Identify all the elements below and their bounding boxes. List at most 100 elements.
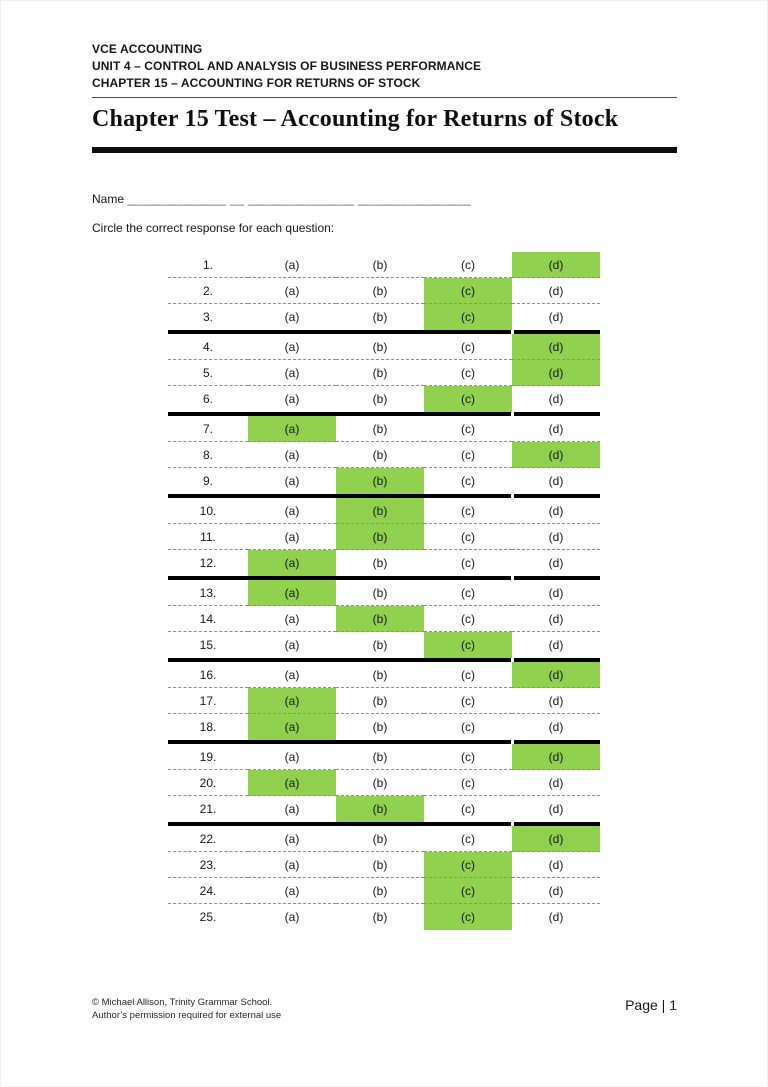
option-cell-a: (a)	[248, 278, 336, 304]
question-number: 12.	[199, 555, 217, 570]
header-line-unit: UNIT 4 – CONTROL AND ANALYSIS OF BUSINES…	[92, 59, 482, 73]
option-cell-b: (b)	[336, 688, 424, 714]
option-cell-b: (b)	[372, 555, 388, 570]
option-cell-d: (d)	[512, 524, 600, 550]
option-cell-a: (a)	[284, 473, 300, 488]
option-cell-b: (b)	[372, 391, 388, 406]
name-label: Name	[92, 192, 125, 206]
table-row: 17. (a) (b) (c) (d)	[168, 688, 600, 714]
question-number: 19.	[168, 744, 248, 770]
option-cell-b: (b)	[336, 826, 424, 852]
question-number: 22.	[168, 826, 248, 852]
question-number: 16.	[168, 662, 248, 688]
header-line-subject: VCE ACCOUNTING	[92, 42, 203, 56]
question-number: 2.	[168, 278, 248, 304]
table-row: 16. (a) (b) (c) (d)	[168, 662, 600, 688]
option-cell-b: (b)	[336, 878, 424, 904]
question-number: 8.	[168, 442, 248, 468]
option-cell-d: (d)	[512, 852, 600, 878]
option-cell-c: (c)	[424, 580, 512, 606]
option-cell-a: (a)	[248, 498, 336, 524]
option-cell-b-highlighted: (b)	[336, 468, 424, 494]
option-cell-c: (c)	[424, 360, 512, 386]
option-cell-d-highlighted: (d)	[512, 826, 600, 852]
table-row: 2. (a) (b) (c) (d)	[168, 278, 600, 304]
option-cell-c: (c)	[424, 770, 512, 796]
option-cell-c-highlighted: (c)	[424, 278, 512, 304]
option-cell-d: (d)	[548, 391, 564, 406]
table-row: 20. (a) (b) (c) (d)	[168, 770, 600, 796]
option-cell-a: (a)	[248, 360, 336, 386]
option-cell-a-highlighted: (a)	[248, 416, 336, 442]
option-cell-b: (b)	[372, 909, 388, 924]
table-row: 4. (a) (b) (c) (d)	[168, 334, 600, 360]
option-cell-d: (d)	[548, 637, 564, 652]
option-cell-c-highlighted: (c)	[424, 304, 512, 330]
table-row: 12. (a) (b) (c) (d)	[168, 550, 600, 576]
table-row: 5. (a) (b) (c) (d)	[168, 360, 600, 386]
option-cell-d: (d)	[548, 555, 564, 570]
question-number: 13.	[168, 580, 248, 606]
option-cell-b-highlighted: (b)	[336, 498, 424, 524]
table-row: 11. (a) (b) (c) (d)	[168, 524, 600, 550]
question-number: 6.	[202, 391, 213, 406]
option-cell-d: (d)	[548, 719, 564, 734]
option-cell-b: (b)	[336, 278, 424, 304]
option-cell-b: (b)	[336, 416, 424, 442]
header-line-chapter: CHAPTER 15 – ACCOUNTING FOR RETURNS OF S…	[92, 76, 421, 90]
copyright-line-1: © Michael Allison, Trinity Grammar Schoo…	[92, 997, 273, 1008]
document-header: VCE ACCOUNTING UNIT 4 – CONTROL AND ANAL…	[92, 41, 481, 92]
question-number: 15.	[199, 637, 217, 652]
option-cell-b: (b)	[336, 770, 424, 796]
table-row: 24. (a) (b) (c) (d)	[168, 878, 600, 904]
option-cell-a: (a)	[248, 852, 336, 878]
question-number: 14.	[168, 606, 248, 632]
table-row: 7. (a) (b) (c) (d)	[168, 416, 600, 442]
question-number: 17.	[168, 688, 248, 714]
group-divider-line	[168, 494, 600, 498]
option-cell-a: (a)	[248, 524, 336, 550]
option-cell-c-highlighted: (c)	[424, 852, 512, 878]
page-title: Chapter 15 Test – Accounting for Returns…	[92, 106, 619, 132]
table-row: 3. (a) (b) (c) (d)	[168, 304, 600, 330]
option-cell-d-highlighted: (d)	[512, 334, 600, 360]
copyright-notice: © Michael Allison, Trinity Grammar Schoo…	[92, 996, 281, 1022]
option-cell-c: (c)	[424, 826, 512, 852]
option-cell-c: (c)	[461, 555, 475, 570]
question-number: 18.	[199, 719, 217, 734]
table-row: 13. (a) (b) (c) (d)	[168, 580, 600, 606]
table-row: 19. (a) (b) (c) (d)	[168, 744, 600, 770]
option-cell-c: (c)	[424, 416, 512, 442]
option-cell-a: (a)	[248, 878, 336, 904]
option-cell-d-highlighted: (d)	[512, 744, 600, 770]
question-number: 11.	[168, 524, 248, 550]
option-cell-b: (b)	[372, 309, 388, 324]
option-cell-b: (b)	[336, 852, 424, 878]
option-cell-a-highlighted: (a)	[248, 688, 336, 714]
option-cell-a-highlighted: (a)	[248, 550, 336, 576]
copyright-line-2: Author’s permission required for externa…	[92, 1010, 282, 1021]
option-cell-d-highlighted: (d)	[512, 442, 600, 468]
table-row: 8. (a) (b) (c) (d)	[168, 442, 600, 468]
option-cell-d: (d)	[512, 770, 600, 796]
option-cell-c: (c)	[424, 498, 512, 524]
option-cell-c: (c)	[424, 688, 512, 714]
question-number: 20.	[168, 770, 248, 796]
option-cell-a: (a)	[284, 391, 300, 406]
option-cell-a-highlighted: (a)	[248, 770, 336, 796]
option-cell-b: (b)	[336, 662, 424, 688]
table-row: 23. (a) (b) (c) (d)	[168, 852, 600, 878]
option-cell-c: (c)	[424, 606, 512, 632]
option-cell-a: (a)	[284, 801, 300, 816]
option-cell-d: (d)	[512, 688, 600, 714]
question-number: 24.	[168, 878, 248, 904]
table-row: 9. (a) (b) (c) (d)	[168, 468, 600, 494]
table-row: 6. (a) (b) (c) (d)	[168, 386, 600, 412]
option-cell-b: (b)	[336, 334, 424, 360]
option-cell-c: (c)	[461, 719, 475, 734]
option-cell-c: (c)	[424, 662, 512, 688]
option-cell-d: (d)	[512, 580, 600, 606]
option-cell-d-highlighted: (d)	[512, 252, 600, 278]
group-divider-line	[168, 658, 600, 662]
option-cell-c: (c)	[461, 473, 475, 488]
